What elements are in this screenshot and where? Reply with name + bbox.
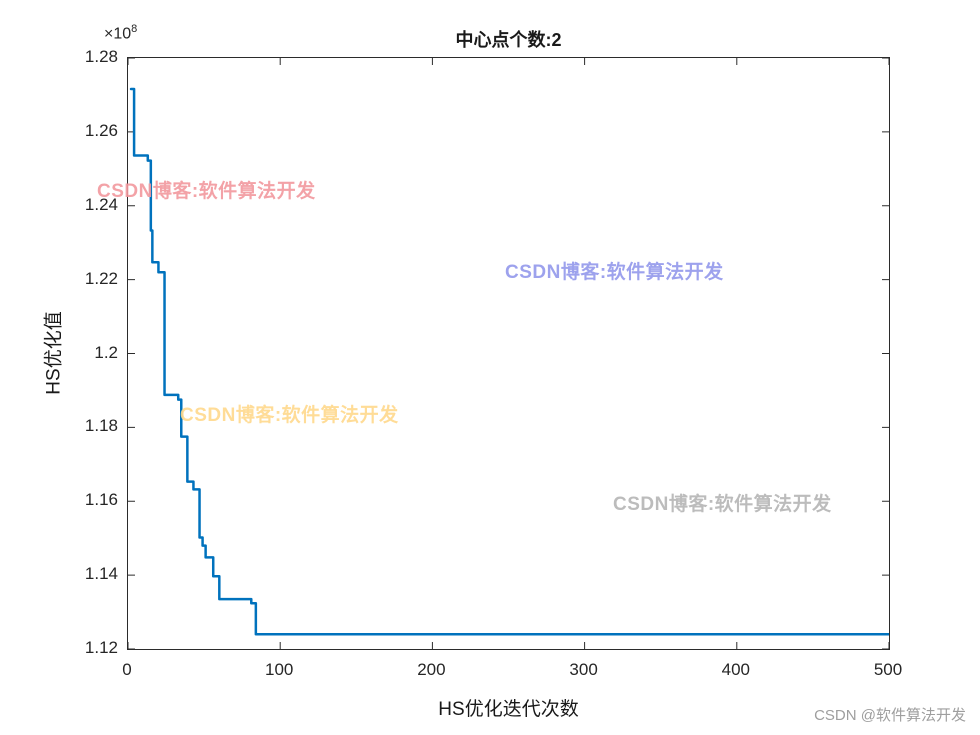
csdn-watermark: CSDN博客:软件算法开发: [505, 262, 724, 283]
y-tick-label: 1.12: [84, 638, 118, 657]
y-exponent-power: 8: [131, 23, 138, 35]
x-tick-label: 500: [873, 660, 903, 679]
y-tick-label: 1.22: [84, 268, 118, 288]
y-tick-label: 1.18: [84, 416, 118, 436]
csdn-watermark: CSDN博客:软件算法开发: [180, 405, 399, 426]
x-tick-label: 400: [721, 660, 750, 679]
csdn-credit: CSDN @软件算法开发: [814, 707, 966, 724]
plot-area: [127, 57, 890, 650]
convergence-line-chart: [128, 58, 889, 649]
csdn-watermark: CSDN博客:软件算法开发: [613, 494, 832, 515]
y-tick-label: 1.28: [84, 47, 118, 66]
y-tick-label: 1.2: [94, 342, 118, 362]
y-tick-label: 1.14: [84, 564, 118, 584]
csdn-watermark: CSDN博客:软件算法开发: [97, 181, 316, 202]
x-tick-label: 300: [569, 660, 598, 679]
chart-title: 中心点个数:2: [455, 30, 562, 50]
y-tick-label: 1.24: [84, 194, 118, 214]
y-axis-exponent: ×108: [104, 23, 137, 43]
y-exponent-base: ×10: [104, 25, 132, 43]
y-tick-label: 1.26: [84, 120, 118, 140]
x-axis-label: HS优化迭代次数: [438, 699, 579, 720]
x-tick-label: 100: [265, 660, 294, 679]
x-tick-label: 0: [122, 660, 132, 679]
y-tick-label: 1.16: [84, 490, 118, 510]
x-tick-label: 200: [417, 660, 446, 679]
series-line: [129, 87, 889, 636]
